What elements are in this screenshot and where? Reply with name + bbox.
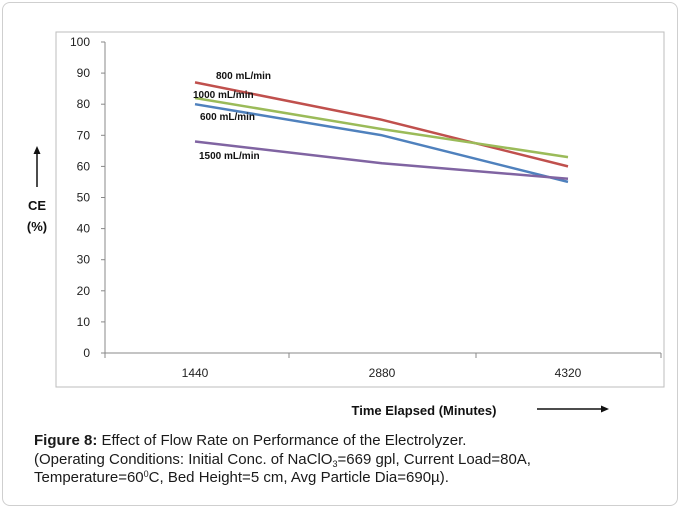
x-axis-label: Time Elapsed (Minutes) xyxy=(352,403,497,418)
y-tick-label: 10 xyxy=(77,315,91,329)
chart: 0 10 20 30 40 50 60 70 80 90 100 1440 2880 4320 800 m… xyxy=(27,31,665,418)
x-axis-label-group: Time Elapsed (Minutes) xyxy=(352,403,609,418)
y-tick-label: 60 xyxy=(77,159,91,173)
plot-area-border xyxy=(55,31,665,388)
caption-line2-post: =669 gpl, Current Load=80A, xyxy=(337,450,531,468)
series-line xyxy=(194,102,569,184)
x-axis-arrowhead-icon xyxy=(601,405,609,413)
x-tick-label: 1440 xyxy=(182,366,209,380)
series-label: 800 mL/min xyxy=(216,71,271,82)
caption-line1: Effect of Flow Rate on Performance of th… xyxy=(101,432,467,449)
series-line xyxy=(194,81,569,168)
caption-line3-post: C, Bed Height=5 cm, Avg Particle Dia=690… xyxy=(148,469,449,486)
y-tick-label: 100 xyxy=(70,35,90,49)
caption-line3-pre: Temperature=60 xyxy=(34,469,144,486)
axes: 0 10 20 30 40 50 60 70 80 90 100 1440 2880 4320 xyxy=(70,35,662,380)
series-labels: 800 mL/min 1000 mL/min 600 mL/min 1500 mL/m… xyxy=(193,71,271,162)
figure-caption: Figure 8: Effect of Flow Rate on Perform… xyxy=(34,432,660,488)
caption-line3-sup: 0 xyxy=(143,469,149,479)
y-tick-label: 30 xyxy=(77,253,91,267)
y-tick-label: 40 xyxy=(77,222,91,236)
y-axis-label-line1: CE xyxy=(28,198,46,213)
y-tick-label: 20 xyxy=(77,284,91,298)
series-label: 1500 mL/min xyxy=(199,151,260,162)
caption-line2-sub: 3 xyxy=(332,458,338,469)
y-tick-label: 70 xyxy=(77,128,91,142)
series-line xyxy=(194,96,569,159)
y-axis-label: CE (%) xyxy=(27,146,47,234)
series-line xyxy=(194,140,569,181)
figure-label: Figure 8: xyxy=(34,432,98,449)
caption-line2-pre: (Operating Conditions: Initial Conc. of … xyxy=(34,450,333,468)
series-label: 600 mL/min xyxy=(200,112,255,123)
x-tick-label: 4320 xyxy=(555,366,582,380)
series-lines xyxy=(194,81,569,184)
y-tick-label: 90 xyxy=(77,66,91,80)
y-axis-label-line2: (%) xyxy=(27,219,47,234)
y-tick-label: 0 xyxy=(83,346,90,360)
y-tick-label: 80 xyxy=(77,97,91,111)
x-tick-label: 2880 xyxy=(369,366,396,380)
series-label: 1000 mL/min xyxy=(193,90,254,101)
y-tick-label: 50 xyxy=(77,191,91,205)
y-axis-arrowhead-icon xyxy=(33,146,41,154)
